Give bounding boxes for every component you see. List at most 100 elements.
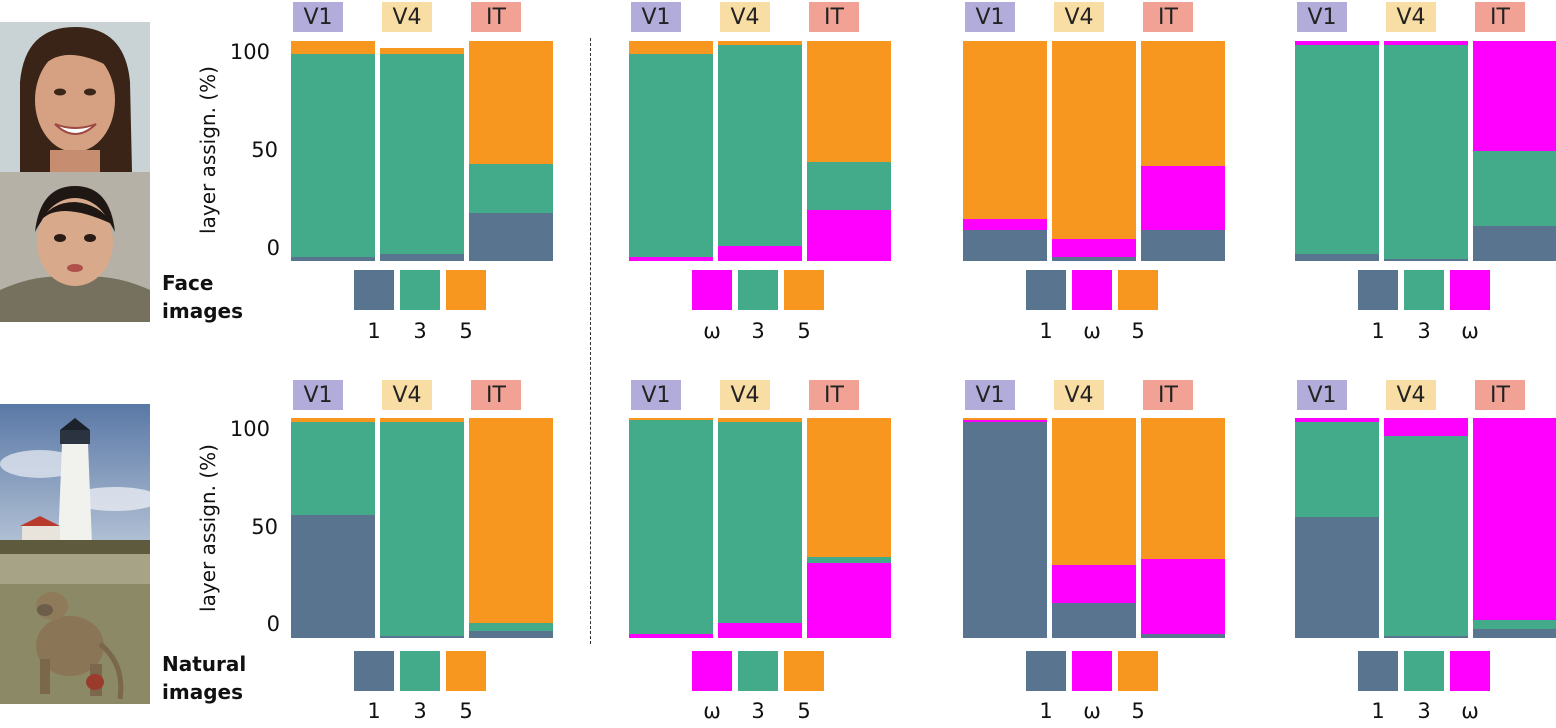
legend-label-3: 3 — [1417, 699, 1431, 723]
row-title-face: Face images — [162, 269, 243, 325]
legend-swatch-3 — [738, 651, 778, 691]
bar-segment-layer-5 — [718, 41, 802, 46]
bar-segment-layer-1 — [380, 635, 464, 638]
legend-swatch-1 — [1026, 651, 1066, 691]
y-axis-label-face: layer assign. (%) — [196, 66, 220, 234]
bar-segment-layer-5 — [469, 418, 553, 623]
bar-segment-layer-omega — [718, 622, 802, 638]
bar-segment-layer-omega — [1052, 239, 1136, 257]
bar-segment-layer-1 — [963, 422, 1047, 638]
stacked-bar-it — [807, 41, 891, 261]
bar-segment-layer-1 — [469, 631, 553, 638]
legend-label-omega: ω — [1083, 699, 1101, 723]
bar-segment-layer-5 — [1052, 41, 1136, 239]
legend-swatch-3 — [738, 270, 778, 310]
bar-segment-layer-1 — [1052, 256, 1136, 261]
stacked-bar-it — [469, 41, 553, 261]
stacked-bar-v1 — [291, 418, 375, 638]
stacked-bar-it — [1141, 41, 1225, 261]
legend-swatch-1 — [354, 651, 394, 691]
bar-segment-layer-5 — [807, 418, 891, 557]
legend-label-1: 1 — [367, 699, 381, 723]
bar-segment-layer-3 — [469, 622, 553, 632]
bar-segment-layer-1 — [1295, 517, 1379, 638]
legend-swatch-5 — [784, 651, 824, 691]
stacked-bar-v1 — [629, 418, 713, 638]
row-title-natural-line2: images — [162, 680, 243, 704]
stacked-bar-it — [469, 418, 553, 638]
face-photos — [0, 22, 150, 322]
bar-segment-layer-omega — [807, 563, 891, 638]
area-badge-it: IT — [1475, 380, 1525, 410]
bar-segment-layer-3 — [469, 164, 553, 213]
bar-segment-layer-1 — [380, 254, 464, 261]
bar-segment-layer-5 — [291, 41, 375, 55]
stacked-bar-v1 — [1295, 418, 1379, 638]
legend-swatch-1 — [1358, 651, 1398, 691]
area-badge-v1: V1 — [965, 380, 1015, 410]
bar-segment-layer-3 — [1295, 45, 1379, 255]
legend-swatch-1 — [1358, 270, 1398, 310]
area-badge-v4: V4 — [382, 2, 432, 32]
stacked-bar-v1 — [629, 41, 713, 261]
bar-segment-layer-omega — [963, 420, 1047, 423]
legend-label-1: 1 — [1371, 319, 1385, 343]
y-tick-100: 100 — [229, 417, 270, 441]
area-badge-v1: V1 — [293, 2, 343, 32]
area-badge-v4: V4 — [720, 380, 770, 410]
area-badge-v1: V1 — [631, 2, 681, 32]
stacked-bar-it — [1141, 418, 1225, 638]
legend-label-3: 3 — [413, 699, 427, 723]
bar-segment-layer-1 — [1052, 602, 1136, 638]
bar-segment-layer-3 — [380, 422, 464, 636]
legend-swatch-omega — [1072, 651, 1112, 691]
lighthouse-photo — [0, 404, 150, 554]
legend-label-5: 5 — [1131, 699, 1145, 723]
bar-segment-layer-omega — [1052, 565, 1136, 603]
bar-segment-layer-5 — [718, 418, 802, 423]
bar-segment-layer-omega — [1295, 418, 1379, 423]
area-badge-it: IT — [471, 380, 521, 410]
legend-label-5: 5 — [797, 699, 811, 723]
bar-segment-layer-5 — [629, 41, 713, 55]
bar-segment-layer-omega — [1295, 41, 1379, 46]
legend-label-1: 1 — [1371, 699, 1385, 723]
bar-segment-layer-5 — [380, 418, 464, 423]
bar-segment-layer-5 — [1141, 41, 1225, 167]
bar-segment-layer-omega — [629, 256, 713, 261]
area-badge-v1: V1 — [293, 380, 343, 410]
bar-segment-layer-3 — [291, 422, 375, 515]
bar-segment-layer-omega — [1473, 41, 1556, 151]
stacked-bar-v4 — [1384, 418, 1468, 638]
bar-segment-layer-1 — [1384, 635, 1468, 638]
area-badge-v4: V4 — [1386, 2, 1436, 32]
stacked-bar-v4 — [1052, 41, 1136, 261]
stacked-bar-v4 — [1052, 418, 1136, 638]
bar-segment-layer-3 — [1473, 151, 1556, 226]
legend-label-3: 3 — [751, 699, 765, 723]
legend-label-5: 5 — [459, 319, 473, 343]
bar-segment-layer-3 — [807, 556, 891, 564]
legend-label-5: 5 — [797, 319, 811, 343]
stacked-bar-it — [1473, 41, 1556, 261]
bar-segment-layer-omega — [629, 633, 713, 638]
row-title-natural-line1: Natural — [162, 652, 247, 676]
bar-segment-layer-5 — [1052, 418, 1136, 566]
legend-label-1: 1 — [1039, 319, 1053, 343]
legend-label-1: 1 — [1039, 699, 1053, 723]
legend-label-omega: ω — [1083, 319, 1101, 343]
legend-label-3: 3 — [751, 319, 765, 343]
bar-segment-layer-1 — [469, 212, 553, 261]
stacked-bar-v4 — [718, 41, 802, 261]
legend-swatch-3 — [400, 651, 440, 691]
row-title-face-line1: Face — [162, 271, 214, 295]
bar-segment-layer-3 — [1384, 435, 1468, 636]
bar-segment-layer-3 — [291, 54, 375, 257]
stacked-bar-v4 — [380, 418, 464, 638]
bar-segment-layer-omega — [1384, 418, 1468, 436]
baboon-photo — [0, 554, 150, 704]
legend-swatch-omega — [1450, 270, 1490, 310]
y-tick-50: 50 — [251, 515, 278, 539]
area-badge-it: IT — [1143, 380, 1193, 410]
legend-label-3: 3 — [1417, 319, 1431, 343]
